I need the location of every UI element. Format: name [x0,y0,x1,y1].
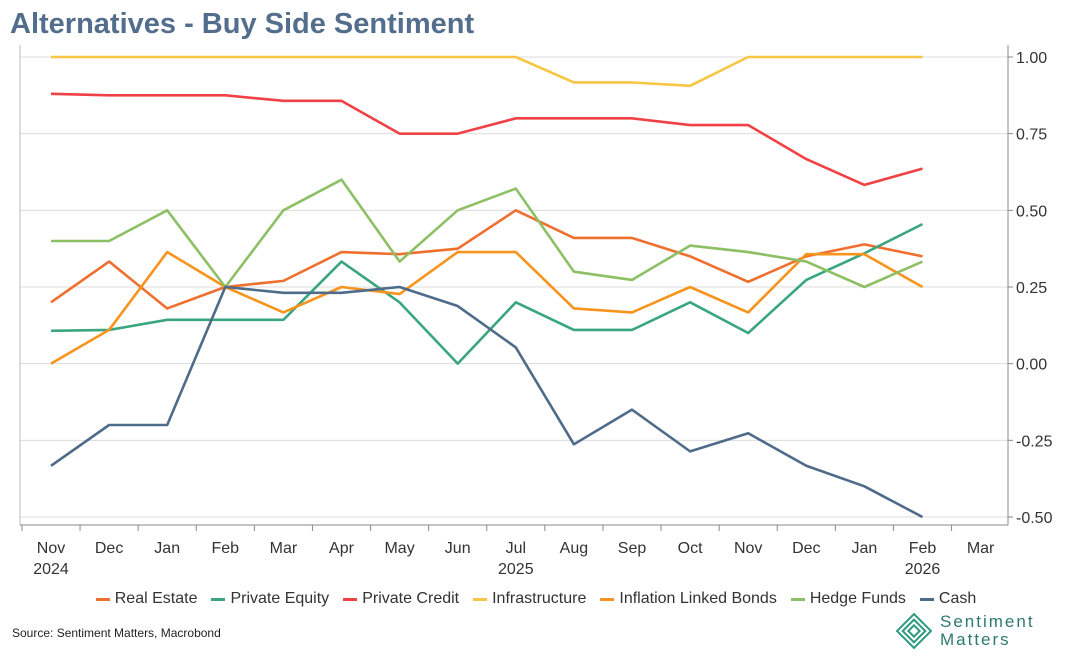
x-tick-label: Apr [329,540,355,557]
series-line-infrastructure [51,55,923,88]
chart-title: Alternatives - Buy Side Sentiment [10,8,475,40]
x-year-label: 2024 [33,561,69,578]
legend-item: Private Credit [343,590,459,608]
x-tick-label: Oct [678,540,703,557]
legend-label: Private Equity [230,590,330,607]
x-tick-label: Feb [909,540,937,557]
y-tick-label: 0.25 [1016,280,1047,297]
line-chart: 1.00 0.75 0.50 0.25 0.00 -0.25 -0.50 Nov Dec Jan F… [19,45,1053,578]
x-year-label: 2026 [905,561,941,578]
x-tick-label: Nov [734,540,762,557]
legend-item: Private Equity [211,590,329,608]
x-tick-label: Nov [37,540,65,557]
legend-item: Real Estate [95,590,198,608]
series-line-cash [50,285,924,519]
legend-label: Real Estate [114,590,198,607]
x-year-label: 2025 [498,561,534,578]
legend-swatch [919,597,934,601]
logo-line-2: Matters [940,630,1011,649]
x-tick-label: Dec [95,540,123,557]
source-note: Source: Sentiment Matters, Macrobond [12,626,221,640]
legend-item: Inflation Linked Bonds [600,590,777,608]
series-line-real-estate [50,209,923,310]
sentiment-matters-logo: Sentiment Matters [896,613,1035,649]
series-line-inflation-linked-bonds [50,250,924,365]
legend-label: Hedge Funds [809,590,906,607]
x-tick-label: Jan [154,540,180,557]
x-tick-label: Jan [852,540,878,557]
x-tick-label: Sep [618,540,647,557]
x-tick-label: Mar [270,540,298,557]
y-tick-label: 0.50 [1016,203,1047,220]
legend-swatch [95,597,110,601]
y-tick-label: 0.75 [1016,127,1047,144]
legend-label: Private Credit [362,590,460,607]
x-tick-label: Feb [212,540,240,557]
x-tick-label: Mar [967,540,995,557]
legend-swatch [600,597,615,601]
x-tick-label: May [384,540,414,557]
x-tick-label: Dec [792,540,820,557]
series-line-private-credit [50,92,923,187]
logo-line-1: Sentiment [940,612,1035,631]
series-line-private-equity [50,222,924,365]
legend-label: Cash [938,590,977,607]
y-tick-label: 0.00 [1016,357,1047,374]
legend-swatch [211,597,226,601]
legend-item: Hedge Funds [790,590,906,608]
y-tick-label: 1.00 [1016,50,1047,67]
logo-mark-icon [896,613,932,649]
legend-item: Infrastructure [473,590,586,608]
legend-swatch [790,597,805,601]
legend-item: Cash [919,590,977,608]
legend-swatch [343,597,358,601]
y-tick-label: -0.25 [1016,433,1053,450]
series-line-hedge-funds [51,178,924,289]
x-tick-label: Jul [506,540,526,557]
x-tick-label: Aug [560,540,588,557]
legend-label: Infrastructure [492,590,587,607]
legend: Real Estate Private Equity Private Credit I… [0,590,1072,608]
x-tick-label: Jun [445,540,471,557]
y-tick-label: -0.50 [1016,510,1053,527]
legend-label: Inflation Linked Bonds [619,590,777,607]
legend-swatch [473,597,488,601]
